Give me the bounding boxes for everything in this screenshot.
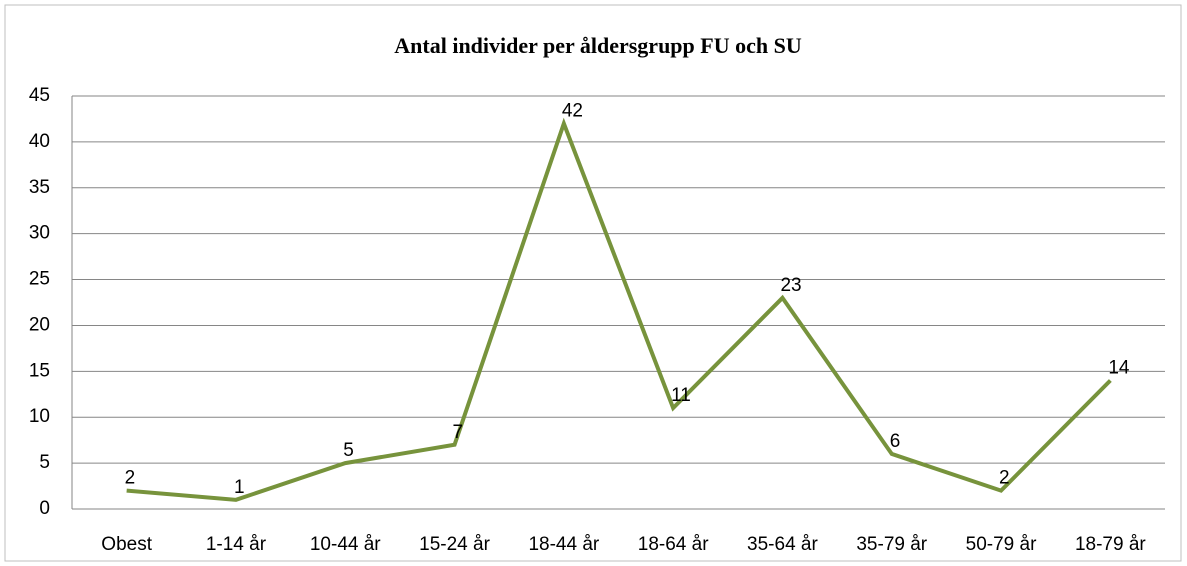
y-tick-label: 20 <box>29 314 50 335</box>
y-tick-label: 5 <box>39 452 50 473</box>
y-tick-label: 15 <box>29 360 50 381</box>
y-tick-label: 35 <box>29 177 50 198</box>
data-label: 2 <box>999 468 1010 489</box>
x-tick-label: 10-44 år <box>310 534 381 555</box>
data-label: 6 <box>890 431 901 452</box>
data-label: 2 <box>125 468 136 489</box>
y-tick-label: 40 <box>29 131 50 152</box>
data-label: 7 <box>453 422 464 443</box>
data-label: 1 <box>234 477 245 498</box>
y-tick-label: 30 <box>29 223 50 244</box>
x-tick-label: 35-64 år <box>747 534 818 555</box>
data-label: 5 <box>343 440 354 461</box>
chart-title: Antal individer per åldersgrupp FU och S… <box>394 33 802 58</box>
x-tick-label: 1-14 år <box>206 534 267 555</box>
x-tick-label: 18-64 år <box>638 534 709 555</box>
x-tick-label: 18-79 år <box>1075 534 1146 555</box>
data-label: 14 <box>1108 358 1130 379</box>
y-tick-label: 10 <box>29 406 50 427</box>
x-tick-label: 15-24 år <box>419 534 490 555</box>
data-label: 23 <box>780 275 801 296</box>
data-line <box>126 117 1112 502</box>
x-tick-label: 35-79 år <box>856 534 927 555</box>
y-tick-label: 0 <box>39 498 50 519</box>
data-label: 42 <box>562 101 583 122</box>
data-label: 11 <box>671 385 691 406</box>
y-tick-label: 25 <box>29 269 50 290</box>
x-tick-label: Obest <box>101 534 152 555</box>
y-tick-label: 45 <box>29 85 50 106</box>
x-tick-label: 50-79 år <box>966 534 1037 555</box>
chart-frame <box>4 4 1182 562</box>
x-tick-label: 18-44 år <box>528 534 599 555</box>
